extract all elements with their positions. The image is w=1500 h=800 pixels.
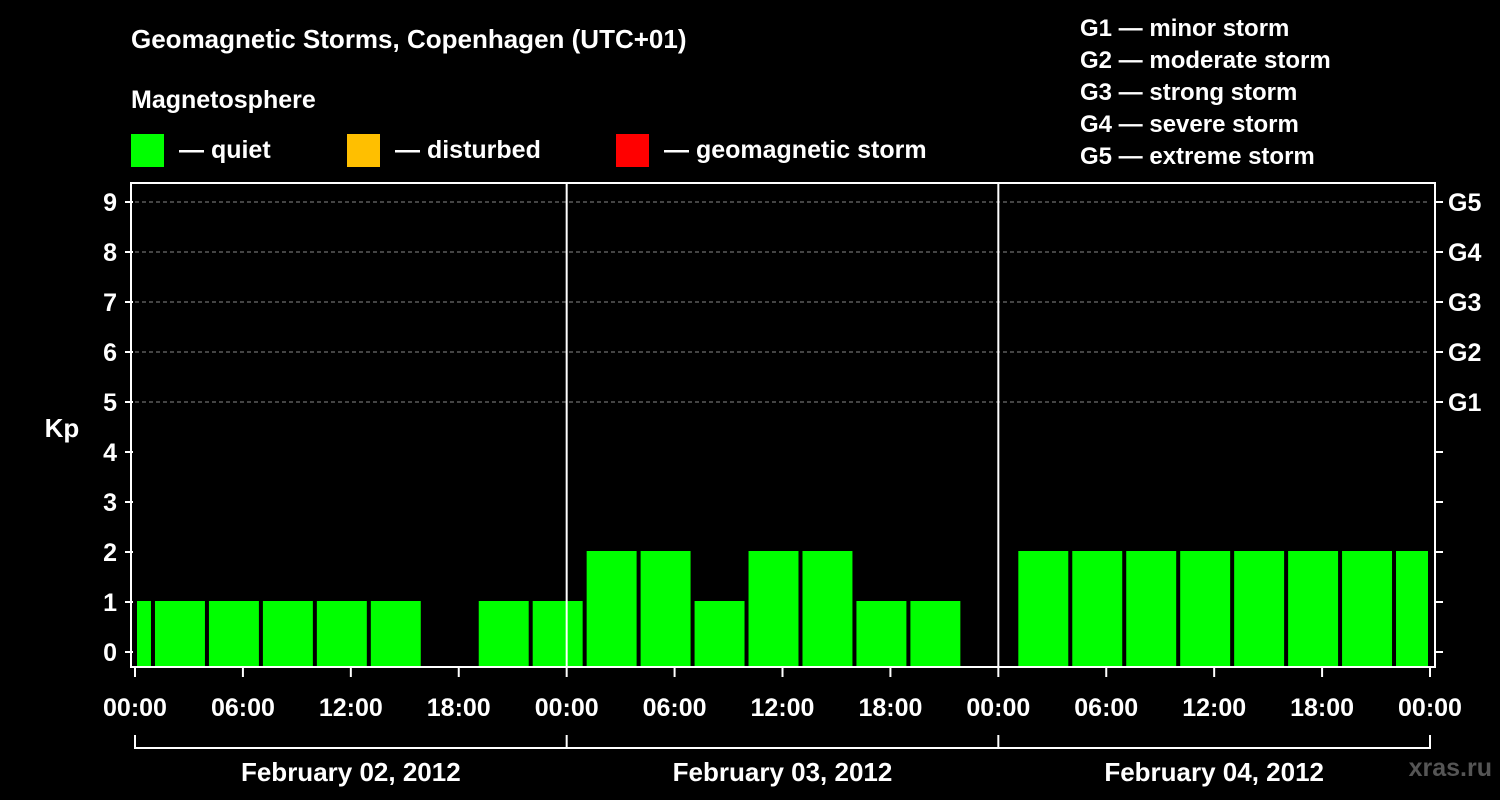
y-tick-label-3: 3 [103,489,117,517]
right-axis-label-g1: G1 [1448,389,1481,417]
x-tick-label-3: 18:00 [427,694,491,722]
legend-storm-label: — geomagnetic storm [664,135,927,164]
date-label-0: February 02, 2012 [241,757,461,787]
date-label-1: February 03, 2012 [673,757,893,787]
kp-bar-7 [532,601,583,667]
right-axis-label-g2: G2 [1448,339,1481,367]
storm-scale-g4: G4 — severe storm [1080,111,1299,138]
y-tick-label-7: 7 [103,289,117,317]
legend-disturbed-swatch [347,133,380,167]
x-tick-label-0: 00:00 [103,694,167,722]
legend-disturbed: — disturbed [347,133,541,167]
date-label-2: February 04, 2012 [1104,757,1324,787]
legend-disturbed-label: — disturbed [395,135,541,164]
x-tick-label-12: 00:00 [1398,694,1462,722]
right-axis-label-g4: G4 [1448,239,1481,267]
kp-bar-12 [802,551,853,667]
right-axis-label-g3: G3 [1448,289,1481,317]
storm-scale-g5: G5 — extreme storm [1080,143,1315,170]
kp-bar-0 [137,601,151,667]
kp-bar-11 [748,551,799,667]
legend-heading: Magnetosphere [131,86,316,114]
kp-bar-14 [910,601,961,667]
kp-bar-9 [640,551,691,667]
y-axis-label: Kp [45,413,80,443]
kp-bar-20 [1288,551,1339,667]
chart-title: Geomagnetic Storms, Copenhagen (UTC+01) [131,24,687,54]
y-tick-label-0: 0 [103,639,117,667]
storm-scale-g1: G1 — minor storm [1080,15,1290,42]
legend-quiet: — quiet [131,133,271,167]
kp-bar-16 [1072,551,1123,667]
right-axis-label-g5: G5 [1448,189,1481,217]
kp-bar-18 [1180,551,1231,667]
y-tick-label-5: 5 [103,389,117,417]
kp-bar-8 [586,551,637,667]
x-tick-label-11: 18:00 [1290,694,1354,722]
y-tick-label-6: 6 [103,339,117,367]
storm-scale-legend: G1 — minor storm G2 — moderate storm G3 … [1080,13,1331,173]
watermark: xras.ru [1408,754,1492,782]
legend-storm: — geomagnetic storm [616,133,927,167]
x-tick-label-10: 12:00 [1182,694,1246,722]
x-tick-label-6: 12:00 [751,694,815,722]
storm-scale-g2: G2 — moderate storm [1080,47,1331,74]
x-tick-label-5: 06:00 [643,694,707,722]
x-tick-label-2: 12:00 [319,694,383,722]
y-tick-label-8: 8 [103,239,117,267]
kp-bar-5 [370,601,421,667]
x-tick-label-1: 06:00 [211,694,275,722]
y-tick-label-9: 9 [103,189,117,217]
kp-bar-3 [262,601,313,667]
kp-bar-22 [1396,551,1428,667]
x-tick-label-8: 00:00 [966,694,1030,722]
y-tick-label-4: 4 [103,439,117,467]
x-tick-label-9: 06:00 [1074,694,1138,722]
x-tick-label-4: 00:00 [535,694,599,722]
y-tick-label-2: 2 [103,539,117,567]
kp-bar-17 [1126,551,1177,667]
kp-bar-1 [154,601,205,667]
kp-bar-4 [316,601,367,667]
kp-bar-6 [478,601,529,667]
storm-scale-g3: G3 — strong storm [1080,79,1298,106]
kp-bar-2 [208,601,259,667]
legend-storm-swatch [616,133,649,167]
kp-bar-15 [1018,551,1069,667]
y-tick-label-1: 1 [103,589,117,617]
kp-bar-13 [856,601,907,667]
kp-bar-10 [694,601,745,667]
kp-bar-19 [1234,551,1285,667]
kp-bar-21 [1342,551,1393,667]
legend-quiet-label: — quiet [179,135,271,164]
legend-quiet-swatch [131,133,164,167]
x-tick-label-7: 18:00 [858,694,922,722]
